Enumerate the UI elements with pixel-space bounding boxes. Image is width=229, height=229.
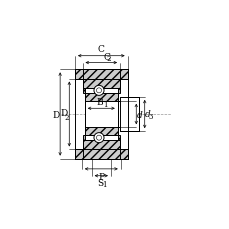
- Text: D: D: [60, 109, 68, 118]
- Text: C: C: [103, 52, 109, 61]
- Bar: [82, 88, 85, 94]
- Text: D: D: [53, 110, 60, 119]
- Text: d: d: [136, 110, 142, 119]
- Text: 3: 3: [147, 113, 152, 120]
- Text: S: S: [97, 179, 103, 188]
- Bar: [120, 97, 138, 132]
- Circle shape: [96, 88, 101, 93]
- Bar: [75, 70, 127, 79]
- Bar: [117, 135, 120, 141]
- Text: C: C: [97, 45, 104, 54]
- Bar: [82, 141, 120, 150]
- Bar: [85, 101, 117, 128]
- Text: 2: 2: [65, 114, 69, 122]
- Text: 1: 1: [102, 180, 106, 188]
- Text: 2: 2: [106, 55, 111, 63]
- Bar: [85, 128, 117, 135]
- Bar: [85, 94, 117, 101]
- Text: d: d: [144, 109, 150, 118]
- Bar: [82, 79, 120, 88]
- Bar: [75, 150, 127, 159]
- Bar: [117, 101, 138, 128]
- Circle shape: [94, 133, 104, 143]
- Bar: [117, 88, 120, 94]
- Text: P: P: [98, 172, 104, 181]
- Circle shape: [96, 136, 101, 141]
- Text: 1: 1: [103, 100, 107, 108]
- Bar: [82, 135, 85, 141]
- Circle shape: [94, 86, 104, 96]
- Text: B: B: [96, 98, 103, 107]
